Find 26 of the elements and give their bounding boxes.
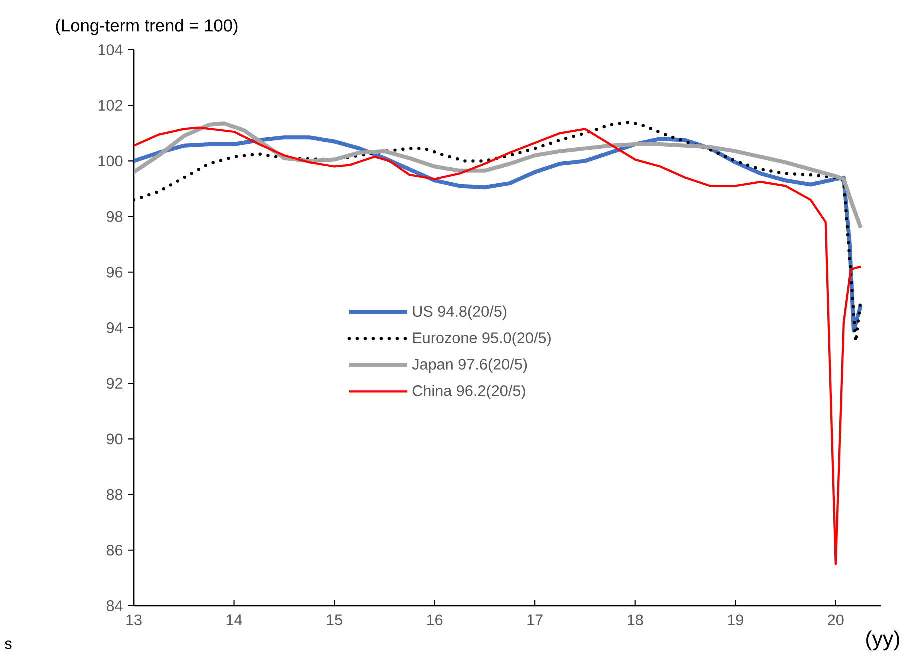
y-tick-label: 102 bbox=[98, 100, 123, 112]
y-tick-label: 96 bbox=[106, 266, 123, 278]
y-tick-label: 92 bbox=[106, 378, 123, 390]
legend-label: Japan 97.6(20/5) bbox=[412, 358, 528, 373]
y-tick-label: 104 bbox=[98, 44, 123, 56]
y-tick-label: 84 bbox=[106, 600, 123, 612]
x-axis-title: (yy) bbox=[866, 630, 900, 651]
y-tick-label: 88 bbox=[106, 489, 123, 500]
text: s bbox=[5, 640, 12, 650]
x-tick-label: 17 bbox=[528, 614, 543, 626]
x-tick-label: 16 bbox=[427, 614, 443, 626]
x-tick-label: 15 bbox=[327, 614, 342, 626]
x-tick-label: 14 bbox=[226, 614, 242, 626]
y-axis-title: (Long-term trend = 100) bbox=[56, 19, 238, 36]
legend-label: China 96.2(20/5) bbox=[412, 385, 526, 400]
y-tick-label: 86 bbox=[106, 544, 123, 556]
y-tick-label: 98 bbox=[106, 211, 123, 222]
legend-label: US 94.8(20/5) bbox=[413, 306, 507, 320]
x-tick-label: 20 bbox=[828, 614, 844, 626]
y-tick-label: 94 bbox=[106, 322, 123, 334]
x-tick-label: 13 bbox=[126, 614, 142, 626]
y-tick-label: 90 bbox=[106, 434, 123, 445]
legend-label: Eurozone 95.0(20/5) bbox=[413, 332, 551, 347]
x-tick-label: 19 bbox=[728, 614, 744, 626]
y-tick-label: 100 bbox=[98, 156, 123, 167]
x-tick-label: 18 bbox=[628, 614, 644, 626]
